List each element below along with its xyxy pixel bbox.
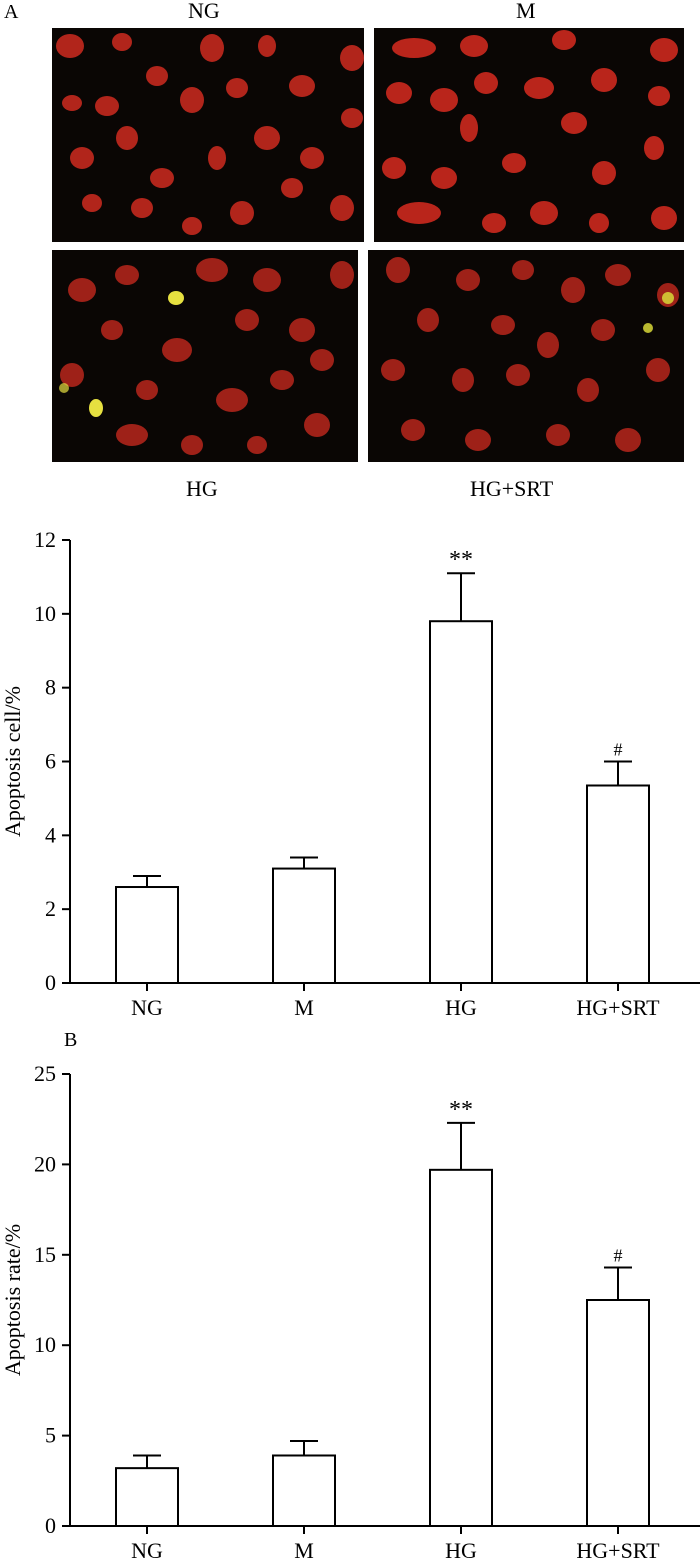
apoptosis-cell-chart: 0 2 4 6 8 10 12 Apoptosis cell/% NG M HG ** HG+SRT # bbox=[0, 527, 700, 1020]
micrograph-hg-srt bbox=[368, 250, 684, 462]
micrograph-label-m: M bbox=[516, 0, 536, 23]
chart1-significance-mark: ** bbox=[449, 547, 473, 573]
micrograph-ng-image bbox=[56, 33, 364, 235]
chart2-bar bbox=[115, 1467, 179, 1528]
micrograph-hg-image bbox=[59, 258, 354, 455]
chart2-y-tick-label: 5 bbox=[45, 1423, 56, 1448]
panel-b-label: B bbox=[64, 1029, 78, 1051]
chart2-bar bbox=[429, 1168, 493, 1527]
chart2-y-tick-label: 10 bbox=[34, 1332, 56, 1357]
micrograph-label-hg-srt: HG+SRT bbox=[470, 476, 554, 501]
chart1-bar bbox=[115, 886, 179, 984]
chart1-y-tick-label: 0 bbox=[45, 970, 56, 995]
micrograph-hg-srt-image bbox=[381, 257, 679, 452]
chart1-y-axis-label: Apoptosis cell/% bbox=[0, 686, 25, 837]
chart2-x-tick-label: HG+SRT bbox=[576, 1538, 660, 1563]
chart2-bar bbox=[586, 1299, 650, 1527]
chart1-y-tick-label: 4 bbox=[45, 822, 56, 847]
chart2-y-axis-label: Apoptosis rate/% bbox=[0, 1224, 25, 1376]
chart2-x-tick-label: M bbox=[294, 1538, 314, 1563]
chart1-x-tick-label: HG+SRT bbox=[576, 995, 660, 1020]
chart2-bar bbox=[272, 1454, 336, 1528]
micrograph-m bbox=[374, 28, 684, 242]
micrograph-m-image bbox=[382, 30, 678, 233]
apoptosis-rate-chart: 0 5 10 15 20 25 Apoptosis rate/% NG M HG ** HG+SRT # bbox=[0, 1061, 700, 1563]
chart2-y-tick-label: 0 bbox=[45, 1513, 56, 1538]
chart1-y-tick-label: 8 bbox=[45, 675, 56, 700]
chart1-y-tick-label: 12 bbox=[34, 527, 56, 552]
chart1-y-tick-label: 2 bbox=[45, 896, 56, 921]
micrograph-label-ng: NG bbox=[188, 0, 220, 23]
chart2-y-tick-label: 15 bbox=[34, 1242, 56, 1267]
chart1-bar bbox=[272, 867, 336, 984]
chart2-significance-mark: # bbox=[614, 1245, 623, 1265]
chart2-significance-mark: ** bbox=[449, 1097, 473, 1123]
micrograph-hg bbox=[52, 250, 358, 462]
chart1-bar bbox=[429, 620, 493, 984]
chart1-y-tick-label: 10 bbox=[34, 601, 56, 626]
micrograph-ng bbox=[52, 28, 364, 242]
chart1-significance-mark: # bbox=[614, 740, 623, 760]
chart2-x-tick-label: NG bbox=[131, 1538, 163, 1563]
micrograph-label-hg: HG bbox=[186, 476, 218, 501]
chart1-x-tick-label: M bbox=[294, 995, 314, 1020]
chart1-bar bbox=[586, 784, 650, 984]
chart2-y-tick-label: 20 bbox=[34, 1151, 56, 1176]
chart1-x-tick-label: HG bbox=[445, 995, 477, 1020]
chart1-y-tick-label: 6 bbox=[45, 749, 56, 774]
chart2-y-tick-label: 25 bbox=[34, 1061, 56, 1086]
chart2-x-tick-label: HG bbox=[445, 1538, 477, 1563]
chart1-x-tick-label: NG bbox=[131, 995, 163, 1020]
panel-a-label: A bbox=[4, 1, 19, 23]
